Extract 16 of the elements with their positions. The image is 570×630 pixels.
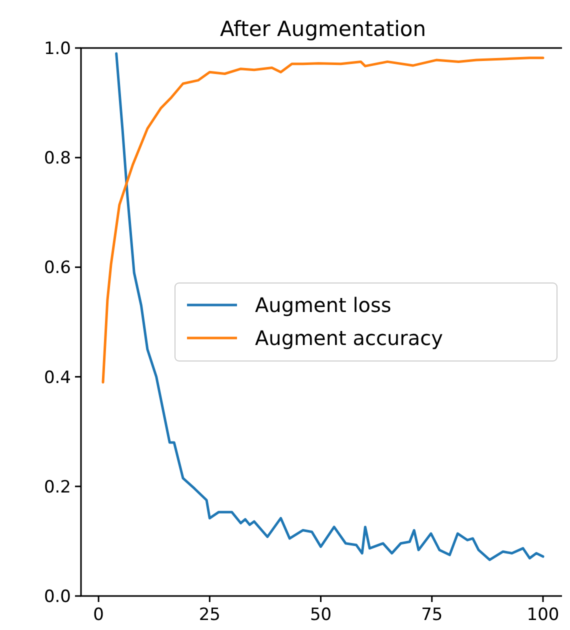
y-tick-label: 1.0 (44, 38, 71, 59)
x-tick-label: 50 (310, 605, 332, 625)
x-tick-label: 75 (421, 605, 443, 625)
chart-title: After Augmentation (220, 17, 426, 41)
legend-label: Augment accuracy (255, 326, 444, 350)
x-tick-label: 0 (93, 605, 104, 625)
y-tick-label: 0.0 (44, 586, 71, 607)
y-tick-label: 0.6 (44, 258, 71, 278)
y-tick-label: 0.4 (44, 368, 71, 388)
y-tick-label: 0.8 (44, 148, 71, 169)
x-tick-label: 100 (526, 605, 560, 625)
legend-label: Augment loss (255, 293, 392, 317)
y-tick-label: 0.2 (44, 477, 71, 498)
line-series (115, 52, 544, 562)
line-series (102, 56, 544, 384)
x-tick-label: 25 (198, 605, 220, 625)
